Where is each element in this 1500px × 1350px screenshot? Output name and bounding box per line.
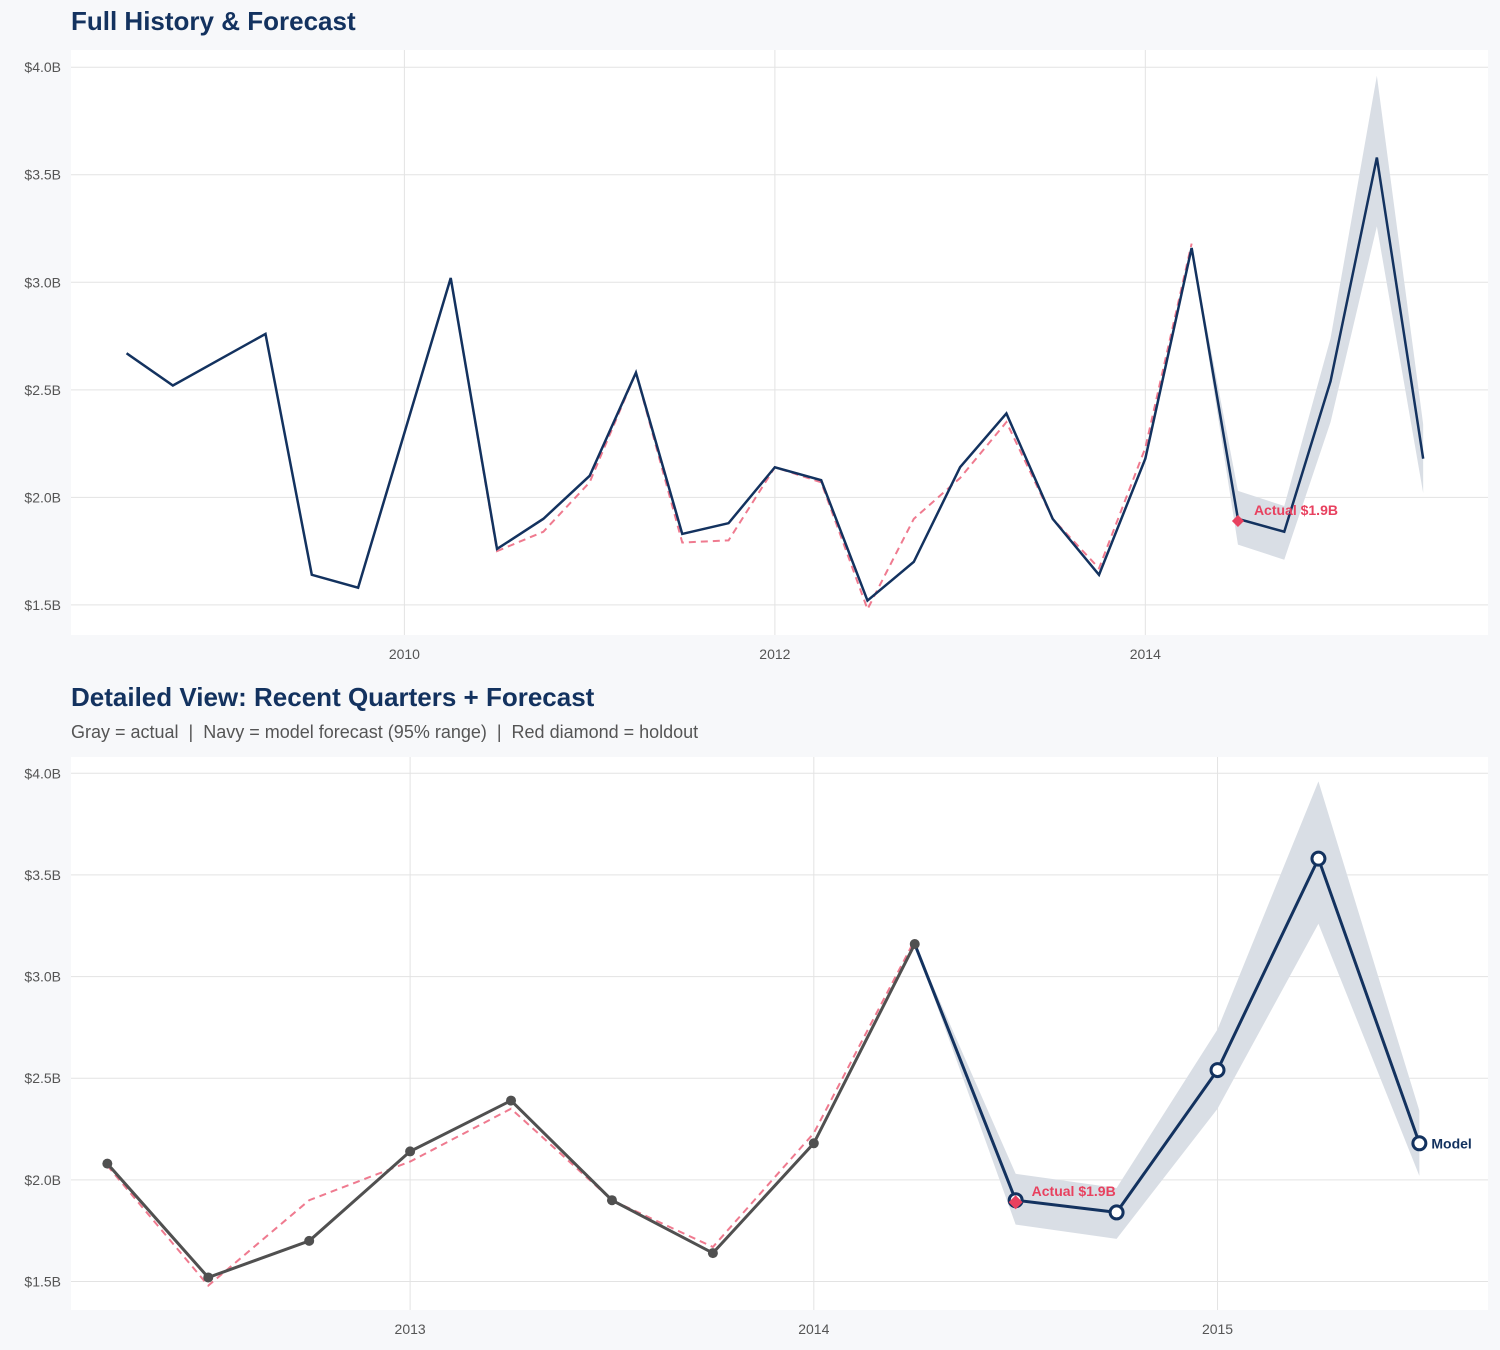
- x-tick-label: 2012: [759, 646, 790, 662]
- y-tick-label: $3.5B: [24, 167, 61, 183]
- y-tick-label: $4.0B: [24, 765, 61, 781]
- forecast-point: [1310, 850, 1327, 867]
- x-tick-label: 2014: [1130, 646, 1161, 662]
- holdout-label: Actual $1.9B: [1254, 502, 1338, 518]
- x-tick-label: 2015: [1202, 1321, 1233, 1337]
- chart-subtitle-bottom: Gray = actual | Navy = model forecast (9…: [71, 722, 699, 742]
- forecast-line: [1190, 157, 1425, 534]
- fitted-line: [106, 939, 916, 1288]
- forecast-point: [1411, 1135, 1428, 1152]
- chart-title-top: Full History & Forecast: [71, 6, 356, 36]
- y-tick-label: $1.5B: [24, 597, 61, 613]
- chart-title-bottom: Detailed View: Recent Quarters + Forecas…: [71, 682, 595, 712]
- y-tick-label: $2.5B: [24, 382, 61, 398]
- y-tick-label: $2.0B: [24, 489, 61, 505]
- forecast-band: [1191, 75, 1424, 560]
- forecast-point: [1209, 1062, 1226, 1079]
- actual-point: [606, 1195, 617, 1206]
- forecast-line: [913, 854, 1421, 1215]
- plot-area: [71, 757, 1488, 1310]
- actual-point: [405, 1146, 416, 1157]
- y-tick-label: $3.5B: [24, 867, 61, 883]
- y-tick-label: $2.0B: [24, 1172, 61, 1188]
- x-tick-label: 2013: [395, 1321, 426, 1337]
- x-tick-label: 2010: [389, 646, 420, 662]
- y-tick-label: $3.0B: [24, 969, 61, 985]
- actual-point: [506, 1095, 517, 1106]
- actual-point: [102, 1158, 113, 1169]
- model-label: Model: [1431, 1135, 1471, 1151]
- y-tick-label: $2.5B: [24, 1070, 61, 1086]
- actual-point: [203, 1272, 214, 1283]
- holdout-label: Actual $1.9B: [1032, 1183, 1116, 1199]
- y-tick-label: $1.5B: [24, 1274, 61, 1290]
- actual-point: [808, 1138, 819, 1149]
- actual-point: [909, 939, 920, 950]
- forecast-point: [1108, 1204, 1125, 1221]
- actual-point: [304, 1235, 315, 1246]
- y-tick-label: $3.0B: [24, 274, 61, 290]
- actual-point: [707, 1248, 718, 1259]
- x-tick-label: 2014: [798, 1321, 829, 1337]
- y-tick-label: $4.0B: [24, 59, 61, 75]
- actual-line: [125, 247, 1193, 603]
- forecast-band: [914, 781, 1420, 1239]
- holdout-diamond: [1231, 515, 1244, 528]
- holdout-diamond: [1008, 1195, 1023, 1210]
